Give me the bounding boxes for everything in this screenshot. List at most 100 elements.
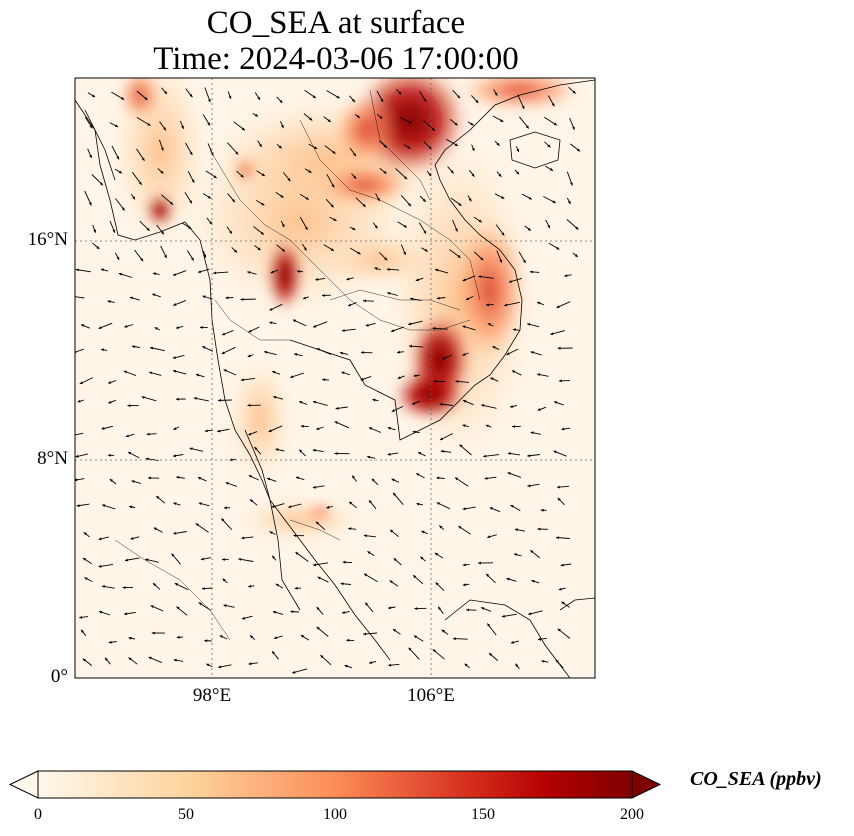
- wind-arrow-head: [176, 635, 180, 639]
- wind-arrow-head: [556, 305, 560, 308]
- wind-arrow-head: [107, 300, 111, 303]
- wind-arrow-head: [327, 119, 331, 122]
- wind-arrow-head: [224, 506, 227, 510]
- wind-arrow-head: [414, 635, 418, 639]
- wind-arrow-head: [299, 401, 303, 404]
- wind-arrow-head: [195, 523, 199, 527]
- wind-arrow-head: [313, 324, 317, 328]
- wind-arrow-head: [316, 626, 320, 630]
- wind-arrow-head: [272, 371, 276, 374]
- wind-arrow-head: [478, 275, 482, 279]
- wind-arrow-head: [560, 563, 564, 567]
- wind-arrow-head: [160, 170, 164, 174]
- wind-arrow-head: [89, 154, 92, 158]
- wind-arrow-head: [440, 449, 444, 453]
- wind-arrow-head: [554, 401, 558, 404]
- wind-arrow-head: [334, 452, 338, 455]
- wind-arrow: [75, 432, 84, 436]
- map-title: CO_SEA at surface: [206, 5, 466, 41]
- wind-arrow-head: [268, 429, 272, 432]
- wind-arrow-head: [336, 95, 340, 99]
- wind-arrow-head: [352, 99, 355, 103]
- wind-arrow-head: [294, 353, 298, 356]
- wind-arrow-head: [489, 653, 493, 656]
- wind-arrow-head: [272, 651, 275, 655]
- wind-arrow-head: [218, 398, 221, 402]
- colorbar: [8, 770, 662, 799]
- wind-arrow-head: [217, 429, 221, 433]
- wind-arrow-head: [527, 454, 531, 458]
- wind-arrow-head: [363, 299, 366, 303]
- wind-arrow-head: [367, 455, 371, 459]
- wind-arrow-head: [189, 447, 193, 451]
- wind-arrow-head: [346, 277, 350, 281]
- wind-arrow-head: [450, 170, 454, 174]
- wind-arrow-head: [75, 454, 79, 458]
- wind-arrow-head: [248, 432, 252, 436]
- wind-arrow-head: [480, 257, 484, 261]
- wind-arrow-head: [312, 400, 316, 404]
- wind-arrow-head: [481, 404, 485, 407]
- wind-arrow-head: [234, 249, 238, 253]
- wind-arrow-head: [173, 502, 177, 506]
- wind-arrow-head: [372, 398, 376, 402]
- wind-arrow-head: [391, 409, 395, 412]
- wind-arrow-head: [423, 98, 427, 102]
- wind-arrow-head: [388, 663, 392, 667]
- wind-arrow-head: [148, 656, 152, 660]
- wind-arrow-head: [173, 658, 177, 662]
- wind-arrow-head: [127, 404, 131, 408]
- colorbar-tick-0: 0: [34, 806, 42, 823]
- wind-arrow-head: [510, 405, 514, 408]
- wind-arrow-head: [522, 259, 526, 263]
- wind-arrow-head: [558, 587, 562, 591]
- wind-arrow-head: [561, 427, 565, 431]
- wind-arrow-head: [213, 175, 217, 178]
- wind-arrow-head: [312, 448, 316, 452]
- wind-arrow-head: [383, 170, 387, 174]
- wind-arrow-head: [297, 270, 300, 273]
- wind-arrow-head: [551, 103, 555, 107]
- wind-arrow-head: [84, 577, 88, 581]
- wind-arrow-head: [506, 352, 510, 355]
- wind-arrow-head: [280, 194, 284, 198]
- wind-arrow-head: [462, 563, 466, 567]
- wind-arrow-head: [269, 321, 273, 325]
- wind-arrow-head: [408, 203, 411, 207]
- wind-arrow-head: [88, 202, 92, 206]
- wind-arrow-head: [330, 248, 334, 251]
- wind-arrow-head: [188, 226, 192, 229]
- wind-arrow-head: [305, 196, 309, 200]
- wind-arrow-head: [181, 125, 184, 129]
- wind-arrow-head: [191, 179, 195, 183]
- wind-arrow-head: [128, 452, 132, 455]
- wind-arrow-head: [209, 221, 213, 225]
- wind-arrow-head: [292, 670, 296, 674]
- wind-arrow-head: [466, 608, 470, 612]
- wind-arrow-head: [105, 657, 108, 661]
- wind-arrow-head: [459, 444, 463, 448]
- wind-arrow-head: [109, 479, 113, 482]
- wind-arrow-head: [98, 564, 102, 568]
- wind-arrow-head: [420, 556, 424, 560]
- wind-arrow-head: [531, 579, 535, 583]
- wind-arrow-head: [500, 119, 504, 122]
- wind-arrow-head: [294, 586, 298, 590]
- wind-arrow-head: [512, 328, 516, 332]
- wind-arrow-head: [574, 254, 578, 257]
- wind-arrow-head: [269, 307, 273, 311]
- wind-arrow-head: [487, 623, 491, 627]
- wind-arrow-head: [436, 502, 440, 505]
- country-borders: [114, 89, 481, 641]
- wind-arrow-head: [507, 472, 511, 475]
- wind-arrow-head: [515, 663, 519, 667]
- wind-arrow-head: [241, 536, 245, 540]
- wind-arrow-head: [369, 661, 373, 664]
- wind-arrow-head: [421, 530, 425, 534]
- wind-arrow-head: [367, 551, 371, 555]
- wind-arrow-head: [465, 297, 470, 300]
- wind-arrow-head: [537, 527, 541, 531]
- wind-vectors: [75, 86, 581, 674]
- wind-arrow-head: [393, 558, 397, 562]
- wind-arrow-head: [275, 448, 279, 452]
